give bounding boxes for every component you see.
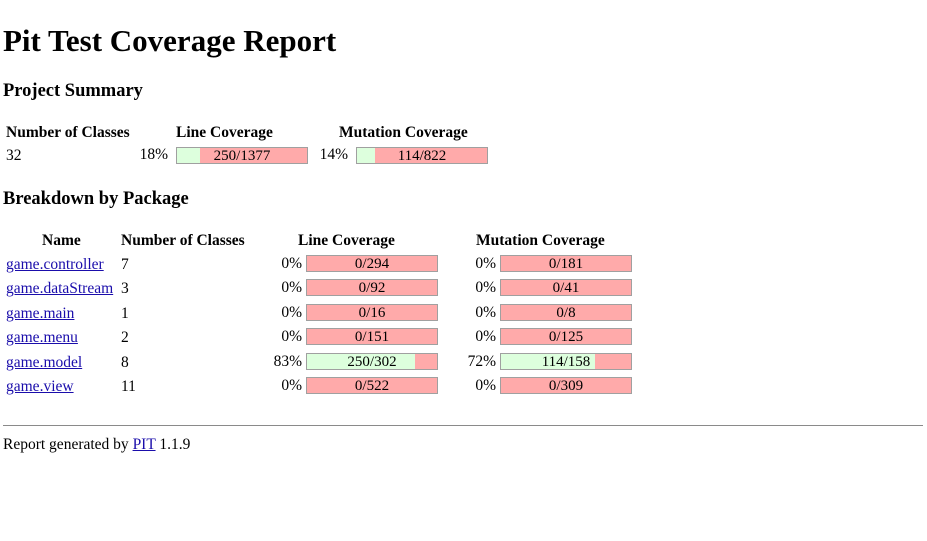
package-line-coverage-text: 0/151 bbox=[354, 329, 390, 346]
package-mutation-coverage-bar: 0/41 bbox=[500, 279, 632, 297]
footer: Report generated by PIT 1.1.9 bbox=[3, 436, 190, 454]
package-mutation-coverage-text: 0/181 bbox=[548, 256, 584, 272]
package-line-coverage-bar: 0/294 bbox=[306, 255, 438, 272]
package-link[interactable]: game.controller bbox=[6, 256, 104, 273]
footer-prefix: Report generated by bbox=[3, 436, 129, 453]
package-line-percent: 0% bbox=[281, 303, 302, 321]
package-line-coverage-bar: 0/92 bbox=[306, 279, 438, 297]
summary-classes-value: 32 bbox=[6, 147, 22, 164]
package-mutation-coverage-bar: 0/8 bbox=[500, 303, 632, 321]
package-link[interactable]: game.dataStream bbox=[6, 280, 114, 298]
package-classes: 8 bbox=[121, 353, 129, 371]
package-mutation-coverage-fill bbox=[501, 353, 595, 369]
summary-mutation-coverage-bar: 114/822 bbox=[356, 147, 488, 164]
footer-divider bbox=[3, 425, 923, 426]
breakdown-header-name: Name bbox=[42, 232, 81, 249]
package-mutation-coverage-bar: 0/181 bbox=[500, 255, 632, 272]
breakdown-header-mutation: Mutation Coverage bbox=[476, 232, 605, 249]
project-summary-heading: Project Summary bbox=[3, 81, 143, 101]
package-mutation-percent: 0% bbox=[475, 377, 496, 394]
package-classes: 1 bbox=[121, 304, 129, 322]
package-classes: 2 bbox=[121, 329, 129, 347]
summary-line-coverage-bar: 250/1377 bbox=[176, 147, 308, 164]
package-mutation-percent: 0% bbox=[475, 279, 496, 297]
package-mutation-percent: 0% bbox=[475, 303, 496, 321]
summary-mutation-percent: 14% bbox=[319, 146, 348, 163]
package-mutation-coverage-bar: 0/125 bbox=[500, 328, 632, 346]
package-classes: 11 bbox=[121, 378, 136, 395]
package-link[interactable]: game.main bbox=[6, 304, 75, 322]
summary-mutation-coverage-text: 114/822 bbox=[397, 148, 447, 164]
package-line-coverage-text: 0/522 bbox=[354, 378, 390, 394]
package-line-coverage-text: 250/302 bbox=[347, 353, 397, 370]
package-line-percent: 0% bbox=[281, 328, 302, 346]
package-link[interactable]: game.model bbox=[6, 353, 83, 371]
package-mutation-percent: 0% bbox=[475, 255, 496, 272]
summary-header-classes: Number of Classes bbox=[6, 124, 130, 141]
footer-version: 1.1.9 bbox=[159, 436, 191, 453]
package-line-coverage-text: 0/294 bbox=[354, 256, 390, 272]
package-line-percent: 0% bbox=[281, 377, 302, 394]
package-line-coverage-text: 0/16 bbox=[358, 304, 386, 321]
package-mutation-percent: 0% bbox=[475, 328, 496, 346]
breakdown-header-line: Line Coverage bbox=[298, 232, 395, 249]
package-line-coverage-fill bbox=[307, 353, 415, 369]
package-mutation-coverage-text: 114/158 bbox=[541, 353, 591, 370]
package-link[interactable]: game.menu bbox=[6, 329, 78, 347]
package-mutation-coverage-text: 0/309 bbox=[548, 378, 584, 394]
package-mutation-coverage-bar: 0/309 bbox=[500, 377, 632, 394]
package-mutation-percent: 72% bbox=[467, 352, 496, 370]
package-mutation-coverage-text: 0/41 bbox=[552, 280, 580, 297]
package-classes: 3 bbox=[121, 280, 129, 298]
package-mutation-coverage-bar: 114/158 bbox=[500, 352, 632, 370]
breakdown-heading: Breakdown by Package bbox=[3, 189, 189, 209]
package-line-coverage-bar: 250/302 bbox=[306, 352, 438, 370]
package-line-coverage-bar: 0/151 bbox=[306, 328, 438, 346]
page-title: Pit Test Coverage Report bbox=[3, 23, 337, 58]
summary-line-percent: 18% bbox=[139, 146, 168, 163]
summary-line-coverage-fill bbox=[177, 148, 201, 163]
package-line-coverage-bar: 0/522 bbox=[306, 377, 438, 394]
package-mutation-coverage-text: 0/125 bbox=[548, 329, 584, 346]
pit-link[interactable]: PIT bbox=[132, 436, 156, 453]
summary-mutation-coverage-fill bbox=[357, 148, 376, 163]
breakdown-header-classes: Number of Classes bbox=[121, 232, 245, 249]
package-link[interactable]: game.view bbox=[6, 378, 74, 395]
package-line-percent: 0% bbox=[281, 255, 302, 272]
package-line-coverage-text: 0/92 bbox=[358, 280, 386, 297]
summary-header-mutation: Mutation Coverage bbox=[339, 124, 468, 141]
summary-header-line: Line Coverage bbox=[176, 124, 273, 141]
package-line-percent: 0% bbox=[281, 279, 302, 297]
package-mutation-coverage-text: 0/8 bbox=[556, 304, 576, 321]
summary-line-coverage-text: 250/1377 bbox=[213, 148, 271, 164]
package-classes: 7 bbox=[121, 256, 129, 273]
package-line-percent: 83% bbox=[273, 352, 302, 370]
package-line-coverage-bar: 0/16 bbox=[306, 303, 438, 321]
